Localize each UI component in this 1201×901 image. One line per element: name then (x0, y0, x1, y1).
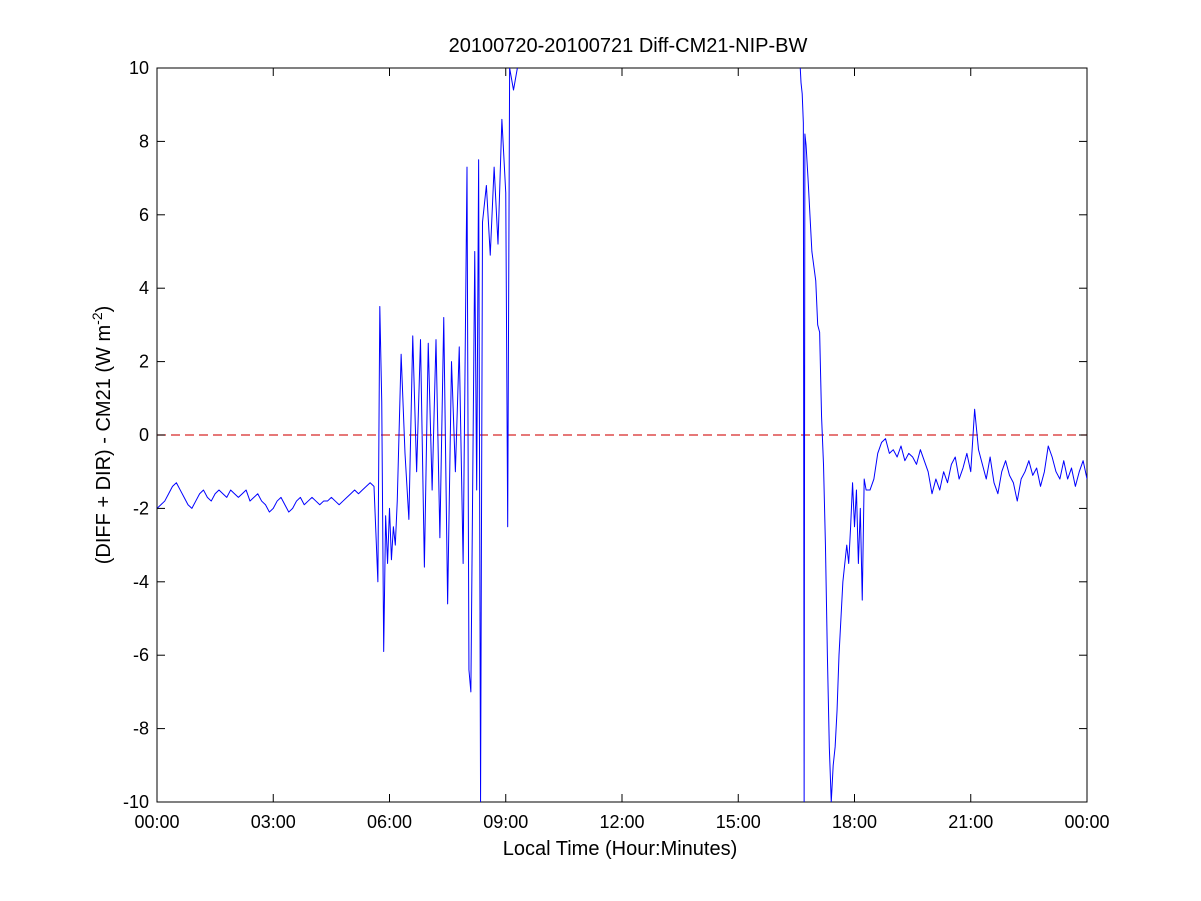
y-tick-label: -6 (133, 645, 149, 665)
y-axis-ticks: -10 -8 -6 -4 -2 0 2 4 6 8 10 (123, 58, 1087, 812)
x-tick-label: 21:00 (948, 812, 993, 832)
y-axis-label-suffix: ) (93, 306, 115, 313)
x-tick-label: 18:00 (832, 812, 877, 832)
x-axis-ticks: 00:00 03:00 06:00 09:00 12:00 15:00 18:00 21:00… (134, 68, 1110, 832)
y-axis-label: (DIFF + DIR) - CM21 (W m-2) (89, 306, 115, 565)
y-tick-label: 8 (139, 131, 149, 151)
x-tick-label: 12:00 (599, 812, 644, 832)
plot-area: 00:00 03:00 06:00 09:00 12:00 15:00 18:00 21:00… (123, 58, 1110, 832)
y-tick-label: 10 (129, 58, 149, 78)
series-line-segment-2 (799, 68, 1087, 802)
y-axis-label-superscript: -2 (89, 312, 105, 325)
y-tick-label: 4 (139, 278, 149, 298)
x-tick-label: 03:00 (251, 812, 296, 832)
y-tick-label: 6 (139, 205, 149, 225)
x-tick-label: 00:00 (134, 812, 179, 832)
y-tick-label: 0 (139, 425, 149, 445)
series-line-segment-1 (157, 68, 518, 802)
y-tick-label: -10 (123, 792, 149, 812)
y-tick-label: -8 (133, 719, 149, 739)
series-group (157, 68, 1087, 802)
x-tick-label: 06:00 (367, 812, 412, 832)
x-tick-label: 00:00 (1064, 812, 1109, 832)
x-tick-label: 09:00 (483, 812, 528, 832)
chart-title: 20100720-20100721 Diff-CM21-NIP-BW (449, 35, 808, 57)
y-tick-label: 2 (139, 352, 149, 372)
x-axis-label: Local Time (Hour:Minutes) (503, 838, 738, 860)
y-tick-label: -2 (133, 498, 149, 518)
x-tick-label: 15:00 (716, 812, 761, 832)
y-tick-label: -4 (133, 572, 149, 592)
y-axis-label-main: (DIFF + DIR) - CM21 (W m (93, 325, 115, 564)
